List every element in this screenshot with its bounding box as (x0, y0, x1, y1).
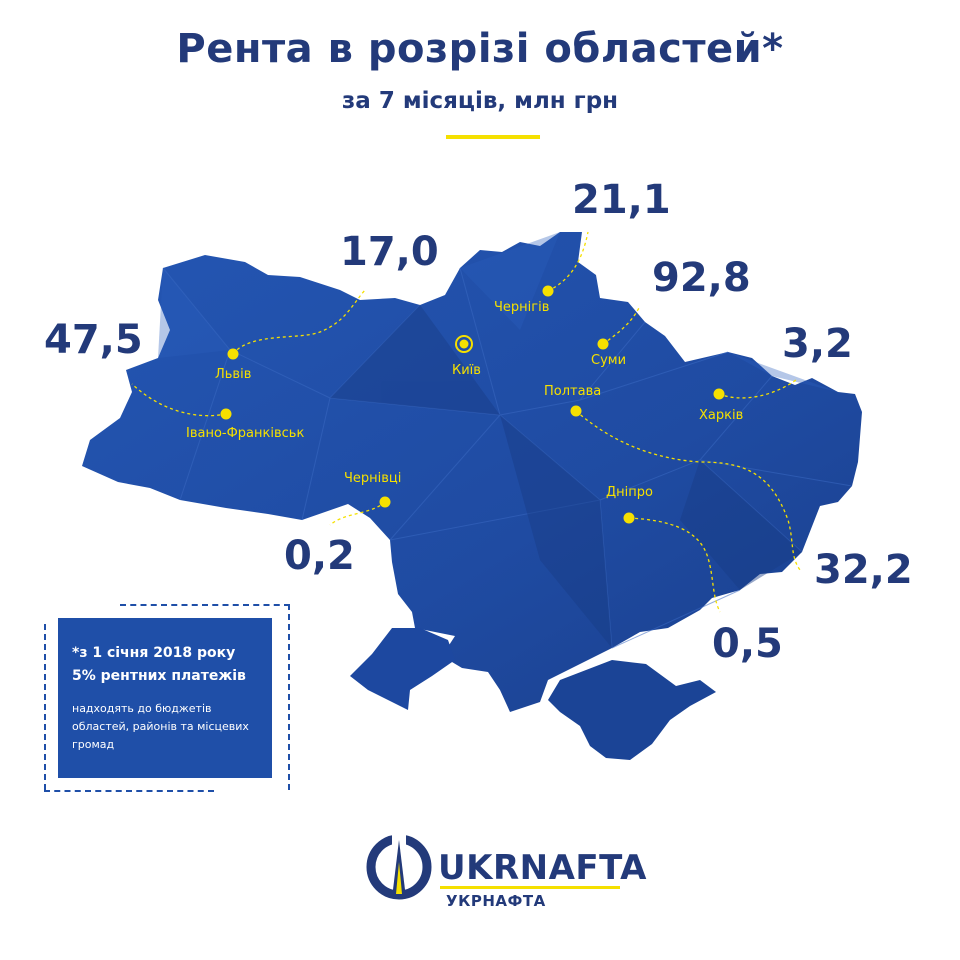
connector-lviv (232, 289, 366, 355)
footnote-detail-3: громад (72, 738, 115, 751)
city-dot-icon (542, 285, 554, 297)
ukraine-odesa-part (350, 628, 455, 710)
connector-chernivtsi (329, 501, 386, 526)
ukrnafta-logo-icon (366, 834, 432, 900)
city-label-lviv: Львів (215, 367, 252, 382)
footnote-box (58, 618, 272, 778)
logo-subtext: УКРНАФТА (446, 892, 546, 910)
city-label-chernihiv: Чернігів (494, 300, 550, 315)
value-kharkiv: 3,2 (782, 321, 853, 367)
city-label-dnipro: Дніпро (606, 485, 653, 500)
city-label-kyiv: Київ (452, 363, 481, 378)
value-poltava: 32,2 (814, 547, 913, 593)
city-dot-icon (597, 338, 609, 350)
city-dot-icon (570, 405, 582, 417)
value-chernivtsi: 0,2 (284, 533, 355, 579)
title-underline (446, 135, 540, 139)
value-dnipro: 0,5 (712, 621, 783, 667)
ukraine-mainland (82, 232, 862, 712)
value-lviv: 17,0 (340, 229, 439, 275)
city-label-kharkiv: Харків (699, 408, 744, 423)
city-label-chernivtsi: Чернівці (344, 471, 402, 486)
footnote-line-1: *з 1 січня 2018 року (72, 645, 236, 661)
page-title: Рента в розрізі областей* (176, 26, 784, 72)
city-label-ivano-frankivsk: Івано-Франківськ (186, 426, 305, 441)
connector-chernihiv (547, 231, 589, 292)
city-dot-icon (220, 408, 232, 420)
city-dot-icon (227, 348, 239, 360)
note-frame (120, 604, 290, 606)
logo-underline (440, 886, 620, 889)
connector-poltava (575, 410, 801, 571)
note-frame (44, 624, 46, 790)
footnote-detail-2: областей, районів та місцевих (72, 720, 249, 733)
note-frame (44, 790, 214, 792)
city-dot-icon (623, 512, 635, 524)
value-ivano-frankivsk: 47,5 (44, 317, 143, 363)
ukraine-crimea (548, 660, 716, 760)
logo-wordmark: UKRNAFTA (438, 848, 647, 888)
page-subtitle: за 7 місяців, млн грн (341, 88, 619, 114)
value-sumy: 92,8 (652, 255, 751, 301)
city-dot-icon (379, 496, 391, 508)
capital-dot-icon (455, 335, 473, 353)
city-label-sumy: Суми (591, 353, 627, 368)
connector-ivano (131, 383, 227, 417)
city-label-poltava: Полтава (544, 384, 602, 399)
connector-sumy (602, 305, 641, 345)
footnote-detail-1: надходять до бюджетів (72, 702, 212, 715)
connector-kharkiv (718, 379, 797, 399)
note-frame (288, 604, 290, 790)
connector-dnipro (628, 517, 721, 613)
value-chernihiv: 21,1 (572, 177, 671, 223)
city-dot-icon (713, 388, 725, 400)
footnote-line-2: 5% рентних платежів (72, 668, 246, 684)
